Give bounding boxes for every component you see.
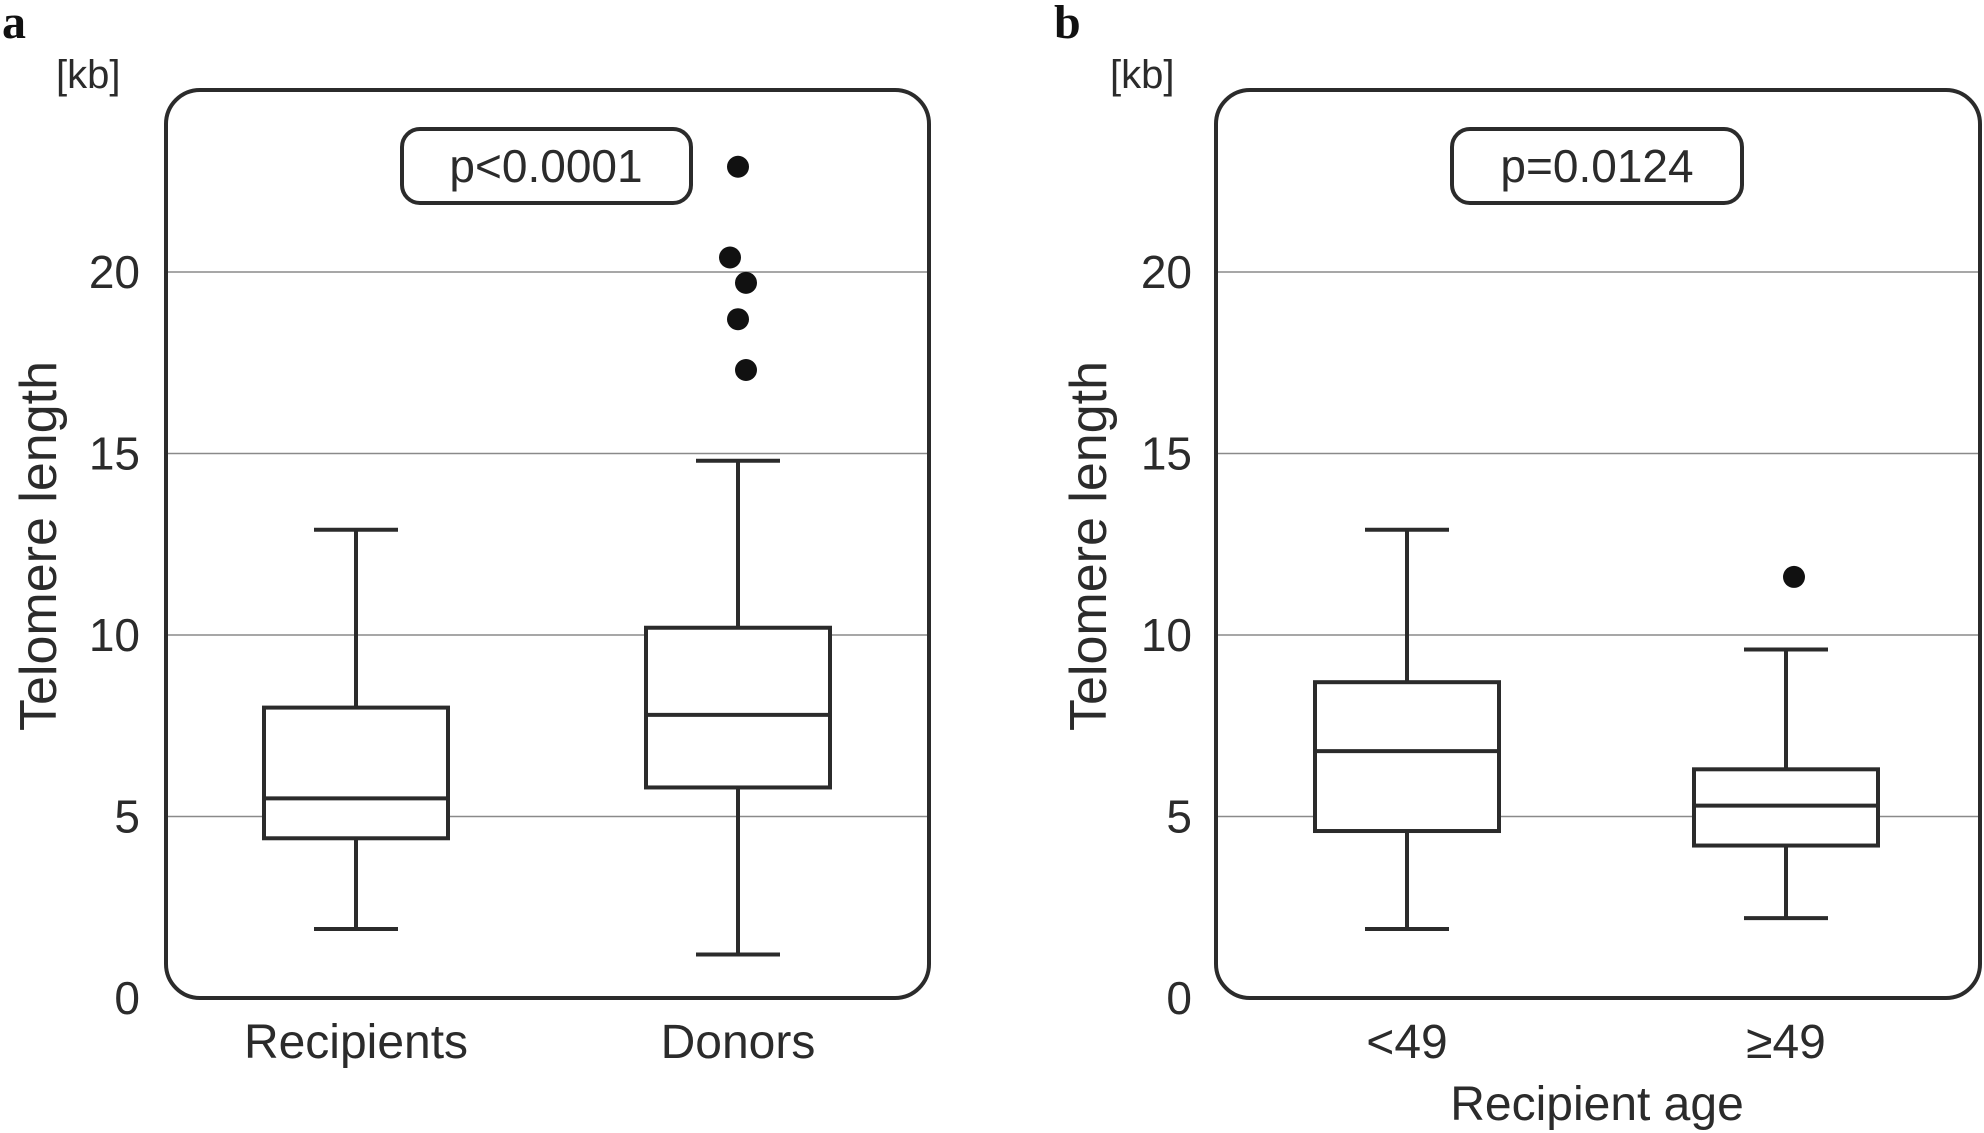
box-0 xyxy=(262,527,450,932)
panel-b-x-categories: <49 ≥49 xyxy=(1366,1016,1826,1069)
y-tick-label: 15 xyxy=(1141,428,1192,480)
interquartile-box xyxy=(644,625,832,790)
panel-b-plot-frame xyxy=(1214,88,1982,1000)
outlier-point xyxy=(719,246,741,269)
y-tick-label: 0 xyxy=(114,972,140,1024)
y-tick-label: 15 xyxy=(89,428,140,480)
panel-b-letter: b xyxy=(1054,0,1081,49)
category-label: ≥49 xyxy=(1746,1016,1826,1069)
panel-a-p-value-badge: p<0.0001 xyxy=(400,127,693,205)
outlier-point xyxy=(727,308,749,331)
interquartile-box xyxy=(1313,680,1501,834)
y-tick-label: 20 xyxy=(89,246,140,298)
box-1 xyxy=(1692,565,1880,921)
panel-b-boxes xyxy=(1313,527,1880,932)
y-tick-label: 10 xyxy=(89,609,140,661)
panel-a-y-ticks: 0 5 10 15 20 xyxy=(89,246,140,1024)
panel-b-y-ticks: 0 5 10 15 20 xyxy=(1141,246,1192,1024)
y-tick-label: 5 xyxy=(114,791,140,843)
panel-a-x-categories: Recipients Donors xyxy=(244,1016,815,1069)
panel-b-y-axis-label: Telomere length xyxy=(1060,361,1118,731)
y-tick-label: 0 xyxy=(1166,972,1192,1024)
y-tick-label: 20 xyxy=(1141,246,1192,298)
panel-a-boxes xyxy=(262,155,832,957)
panel-a-p-value: p<0.0001 xyxy=(449,140,642,192)
panel-a-plot-frame xyxy=(164,88,931,1000)
panel-a-p-value-box xyxy=(400,127,693,205)
category-label: <49 xyxy=(1366,1016,1447,1069)
panel-a-letter: a xyxy=(2,0,26,49)
panel-a-unit-label: [kb] xyxy=(56,53,120,97)
panel-b: b [kb] Telomere length 0 5 10 15 20 p=0.0124… xyxy=(1054,0,1982,1131)
panel-a-y-axis-label: Telomere length xyxy=(10,361,68,731)
outlier-point xyxy=(735,271,757,294)
y-tick-label: 5 xyxy=(1166,791,1192,843)
panel-a: a [kb] Telomere length 0 5 10 15 20 p<0.0001… xyxy=(2,0,931,1069)
panel-b-p-value-box xyxy=(1450,127,1744,205)
panel-b-x-axis-label: Recipient age xyxy=(1450,1078,1744,1131)
box-1 xyxy=(644,155,832,957)
category-label: Donors xyxy=(661,1016,816,1069)
outlier-point xyxy=(727,155,749,178)
panel-b-p-value-badge: p=0.0124 xyxy=(1450,127,1744,205)
y-tick-label: 10 xyxy=(1141,609,1192,661)
outlier-point xyxy=(735,359,757,382)
panel-b-unit-label: [kb] xyxy=(1110,53,1174,97)
outlier-point xyxy=(1783,565,1805,588)
interquartile-box xyxy=(262,705,450,841)
panel-b-p-value: p=0.0124 xyxy=(1500,140,1693,192)
category-label: Recipients xyxy=(244,1016,468,1069)
box-0 xyxy=(1313,527,1501,932)
